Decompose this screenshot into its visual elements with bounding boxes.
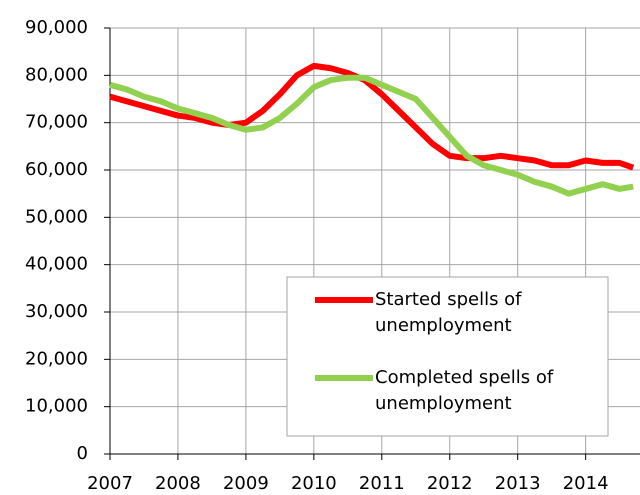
x-tick-label: 2010: [291, 473, 337, 494]
y-tick-label: 90,000: [25, 17, 88, 38]
y-tick-label: 60,000: [25, 159, 88, 180]
x-tick-label: 2012: [427, 473, 473, 494]
x-tick-label: 2007: [87, 473, 133, 494]
legend-box: [286, 276, 609, 437]
x-tick-label: 2011: [359, 473, 405, 494]
legend-label: Started spells of unemployment: [375, 289, 522, 336]
legend-label: Completed spells of unemployment: [375, 367, 554, 414]
y-tick-label: 50,000: [25, 206, 88, 227]
x-tick-label: 2008: [155, 473, 201, 494]
x-tick-label: 2014: [563, 473, 609, 494]
y-tick-label: 80,000: [25, 64, 88, 85]
x-tick-label: 2009: [223, 473, 269, 494]
y-tick-label: 70,000: [25, 112, 88, 133]
y-tick-label: 30,000: [25, 301, 88, 322]
series-line: [109, 74, 634, 197]
series-line: [109, 62, 635, 171]
y-tick-label: 0: [77, 443, 88, 464]
y-tick-label: 40,000: [25, 254, 88, 275]
y-tick-label: 20,000: [25, 348, 88, 369]
x-tick-label: 2013: [495, 473, 541, 494]
y-tick-label: 10,000: [25, 396, 88, 417]
